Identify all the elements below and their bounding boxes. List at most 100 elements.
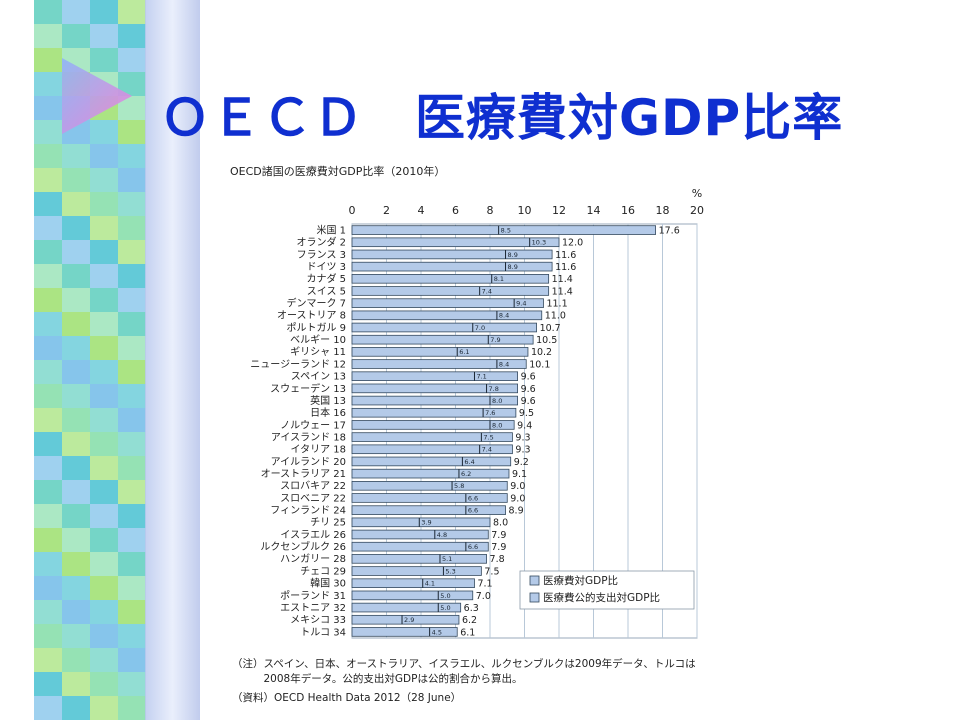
- value-label: 10.1: [529, 359, 550, 370]
- category-label: 英国 13: [310, 394, 346, 407]
- value-label: 11.1: [546, 299, 567, 310]
- bar: [351, 298, 544, 308]
- category-label: オランダ 2: [296, 236, 346, 249]
- category-label: スペイン 13: [291, 372, 346, 383]
- chart-note-line-2: 2008年データ。公的支出対GDPは公的割合から算出。: [232, 673, 523, 685]
- value-label: 17.6: [659, 225, 680, 236]
- bar: [351, 444, 513, 455]
- category-label: ノルウェー 17: [280, 419, 346, 431]
- value-label: 9.3: [515, 445, 530, 456]
- public-share-label: 8.5: [501, 226, 511, 234]
- category-label: アイスランド 18: [271, 431, 346, 443]
- value-label: 7.8: [490, 554, 505, 565]
- value-label: 7.5: [484, 566, 499, 577]
- value-label: 7.9: [491, 542, 506, 553]
- value-label: 7.0: [476, 591, 491, 602]
- bar: [351, 468, 510, 479]
- x-tick-label: 8: [487, 204, 494, 217]
- public-share-label: 5.3: [445, 567, 455, 575]
- public-share-label: 4.1: [425, 580, 435, 588]
- value-label: 7.9: [491, 530, 506, 541]
- x-tick-label: 4: [418, 204, 425, 217]
- public-share-label: 8.9: [508, 263, 518, 271]
- bar: [351, 249, 553, 260]
- bar: [351, 237, 560, 248]
- bar: [351, 627, 458, 637]
- value-label: 9.0: [510, 481, 525, 492]
- category-label: アイルランド 20: [271, 456, 346, 468]
- chart-title: OECD諸国の医療費対GDP比率（2010年）: [230, 164, 445, 178]
- chart-note-line-1: （注）スペイン、日本、オーストラリア、イスラエル、ルクセンブルクは2009年デー…: [232, 658, 696, 670]
- public-share-label: 4.8: [437, 531, 447, 539]
- public-share-label: 7.9: [490, 336, 500, 344]
- bar: [351, 261, 553, 272]
- category-label: ポーランド 31: [280, 590, 346, 602]
- category-label: ドイツ 3: [306, 262, 346, 273]
- x-tick-label: 0: [349, 204, 356, 217]
- category-label: イタリア 18: [290, 444, 346, 456]
- x-tick-label: 6: [452, 204, 459, 217]
- bar: [351, 578, 475, 588]
- category-label: カナダ 5: [306, 272, 346, 285]
- public-share-label: 8.0: [492, 397, 502, 405]
- value-label: 11.6: [555, 250, 576, 261]
- category-label: ベルギー 10: [290, 334, 346, 346]
- bar: [351, 614, 460, 625]
- public-share-label: 7.0: [475, 324, 485, 332]
- value-label: 12.0: [562, 238, 583, 249]
- public-share-label: 3.9: [421, 519, 431, 527]
- public-share-label: 6.6: [468, 543, 478, 551]
- bar: [351, 322, 537, 333]
- category-label: オーストリア 8: [277, 310, 346, 322]
- value-label: 10.5: [536, 335, 557, 346]
- public-share-label: 8.0: [492, 421, 502, 429]
- public-share-label: 8.9: [508, 251, 518, 259]
- x-tick-label: 20: [690, 204, 704, 217]
- bar: [351, 505, 506, 515]
- category-label: 韓国 30: [310, 578, 346, 590]
- x-tick-label: 18: [656, 204, 670, 217]
- bar: [351, 432, 513, 442]
- public-share-label: 6.6: [468, 507, 478, 515]
- x-unit-label: %: [692, 187, 702, 200]
- category-label: ポルトガル 9: [286, 322, 346, 334]
- x-tick-label: 16: [621, 204, 635, 217]
- legend-swatch: [529, 575, 540, 586]
- value-label: 9.6: [521, 396, 536, 407]
- decorative-stripe-background: [0, 0, 200, 720]
- public-share-label: 9.4: [516, 300, 526, 308]
- value-label: 9.6: [521, 372, 536, 383]
- arrow-icon: [62, 58, 132, 134]
- value-label: 11.4: [552, 274, 573, 285]
- bar: [351, 590, 474, 601]
- public-share-label: 8.4: [499, 312, 509, 320]
- category-label: ニュージーランド 12: [250, 358, 346, 370]
- public-share-label: 6.2: [461, 470, 471, 478]
- public-share-label: 7.8: [489, 385, 499, 393]
- value-label: 9.4: [517, 420, 532, 431]
- bar: [351, 481, 508, 491]
- category-label: エストニア 32: [280, 603, 346, 614]
- category-label: ギリシャ 11: [290, 346, 346, 358]
- public-share-label: 7.5: [483, 433, 493, 441]
- x-tick-label: 12: [552, 204, 566, 217]
- value-label: 8.9: [509, 506, 524, 517]
- public-share-label: 6.4: [464, 458, 474, 466]
- bar: [351, 347, 529, 357]
- legend-label: 医療費対GDP比: [543, 574, 618, 587]
- value-label: 6.2: [462, 615, 477, 626]
- category-label: フィンランド 24: [270, 505, 346, 517]
- bar: [351, 225, 657, 235]
- value-label: 10.2: [531, 347, 552, 358]
- category-label: 米国 1: [316, 223, 346, 236]
- public-share-label: 5.0: [440, 592, 450, 600]
- value-label: 11.6: [555, 262, 576, 273]
- category-label: スウェーデン 13: [270, 382, 346, 395]
- x-tick-label: 10: [518, 204, 532, 217]
- category-label: トルコ 34: [300, 627, 346, 638]
- public-share-label: 10.3: [532, 239, 546, 247]
- public-share-label: 7.6: [485, 409, 495, 417]
- bar: [351, 493, 508, 503]
- x-tick-label: 14: [587, 204, 601, 217]
- public-share-label: 6.1: [459, 348, 469, 356]
